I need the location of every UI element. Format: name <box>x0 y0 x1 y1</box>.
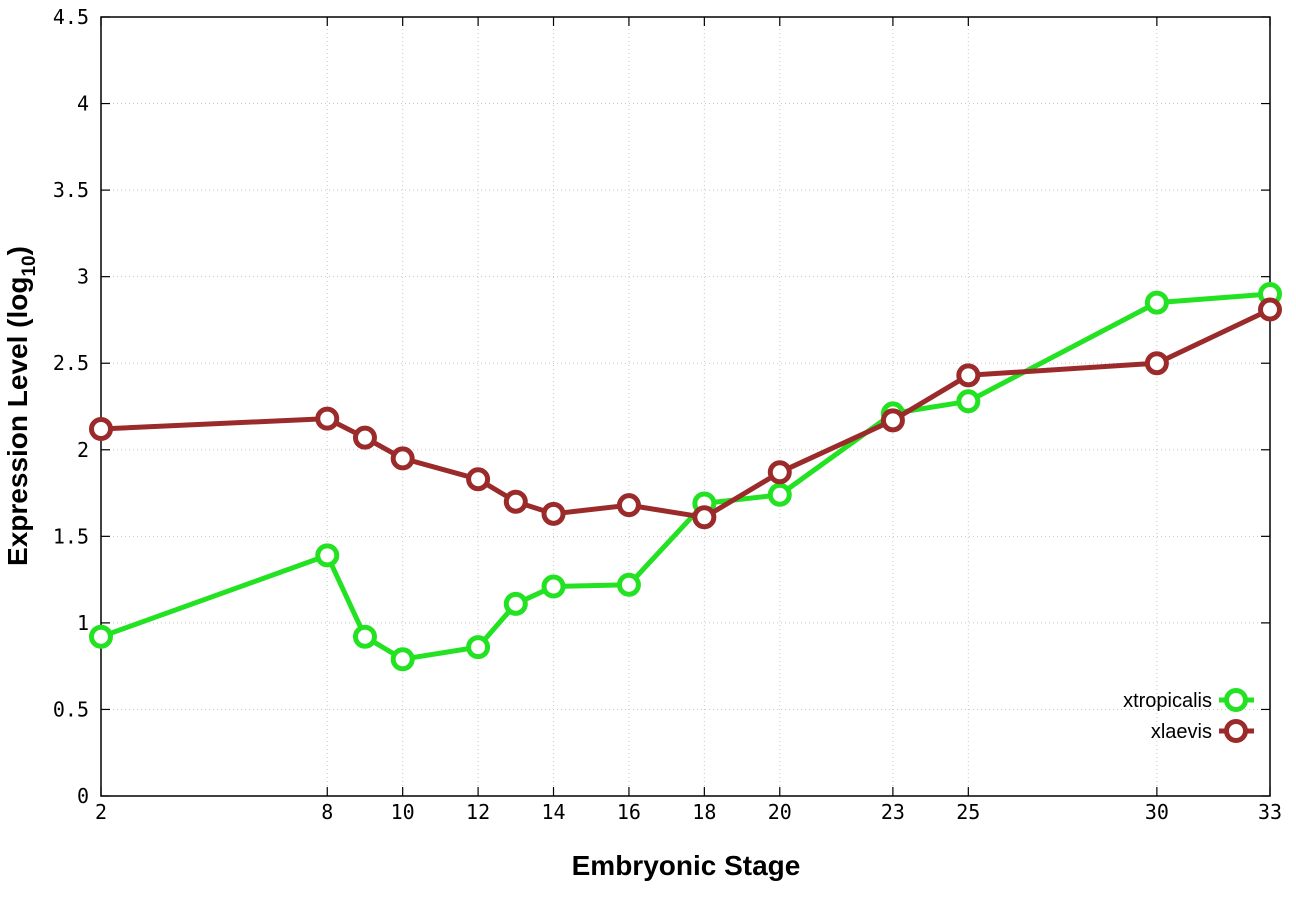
series-layer <box>89 281 1282 672</box>
legend: xtropicalis xlaevis <box>1123 688 1254 743</box>
plot-frame <box>100 16 1271 797</box>
x-tick-label: 12 <box>466 800 490 824</box>
data-point-xtropicalis <box>390 647 415 672</box>
series-line-xtropicalis <box>100 291 1271 662</box>
y-tick-label: 2 <box>77 438 89 462</box>
data-point-xlaevis <box>315 406 340 431</box>
y-axis-title-suffix: ) <box>2 246 33 255</box>
y-tick-label: 0 <box>77 784 89 808</box>
x-tick-label: 33 <box>1258 800 1282 824</box>
x-tick-label: 20 <box>768 800 792 824</box>
x-tick-label: 23 <box>881 800 905 824</box>
data-point-xtropicalis <box>315 543 340 568</box>
data-point-xlaevis <box>880 408 905 433</box>
x-tick-label: 16 <box>617 800 641 824</box>
data-point-xlaevis <box>767 460 792 485</box>
data-point-xlaevis <box>541 501 566 526</box>
x-tick-label: 10 <box>391 800 415 824</box>
legend-marker-swatch <box>1224 719 1248 743</box>
legend-marker-swatch <box>1224 688 1248 712</box>
legend-item-xtropicalis: xtropicalis <box>1123 688 1254 712</box>
y-tick-label: 2.5 <box>53 351 89 375</box>
x-tick-label: 30 <box>1145 800 1169 824</box>
y-axis-title-main: Expression Level (log <box>2 277 33 566</box>
data-point-xlaevis <box>1144 351 1169 376</box>
data-point-xlaevis <box>352 425 377 450</box>
x-axis-title: Embryonic Stage <box>572 850 801 881</box>
data-point-xlaevis <box>466 467 491 492</box>
y-tick-label: 4.5 <box>53 5 89 29</box>
data-point-xtropicalis <box>767 482 792 507</box>
series-xlaevis <box>89 297 1282 530</box>
x-tick-label: 25 <box>956 800 980 824</box>
data-point-xtropicalis <box>616 572 641 597</box>
data-point-xtropicalis <box>503 591 528 616</box>
data-point-xtropicalis <box>1144 290 1169 315</box>
y-tick-label: 0.5 <box>53 697 89 721</box>
legend-item-xlaevis: xlaevis <box>1151 719 1254 743</box>
x-tick-label: 2 <box>95 800 107 824</box>
x-tick-label: 8 <box>321 800 333 824</box>
data-point-xtropicalis <box>466 635 491 660</box>
data-point-xtropicalis <box>352 624 377 649</box>
data-point-xlaevis <box>503 489 528 514</box>
series-xtropicalis <box>89 281 1282 672</box>
y-tick-label: 1.5 <box>53 524 89 548</box>
grid-lines <box>101 17 1270 796</box>
legend-label: xlaevis <box>1151 721 1212 743</box>
y-tick-label: 4 <box>77 92 89 116</box>
data-point-xlaevis <box>956 363 981 388</box>
data-point-xlaevis <box>89 417 113 442</box>
data-point-xlaevis <box>616 493 641 518</box>
y-tick-label: 1 <box>77 611 89 635</box>
data-point-xlaevis <box>390 446 415 471</box>
data-point-xlaevis <box>692 505 717 530</box>
series-line-xlaevis <box>100 307 1272 520</box>
data-point-xtropicalis <box>89 624 113 649</box>
y-tick-label: 3 <box>77 265 89 289</box>
x-tick-label: 18 <box>692 800 716 824</box>
legend-label: xtropicalis <box>1123 690 1212 712</box>
data-point-xtropicalis <box>956 389 981 414</box>
data-point-xlaevis <box>1258 297 1282 322</box>
y-axis-title-subscript: 10 <box>19 255 40 276</box>
y-tick-label: 3.5 <box>53 178 89 202</box>
data-point-xtropicalis <box>541 574 566 599</box>
x-tick-label: 14 <box>541 800 565 824</box>
axis-ticks: 0 0.5 1 1.5 2 2.5 3 3.5 4 4.5 2 8 10 12 14 16 18 20 23 25 30… <box>53 5 1282 824</box>
y-axis-title: Expression Level (log10) <box>2 246 40 566</box>
